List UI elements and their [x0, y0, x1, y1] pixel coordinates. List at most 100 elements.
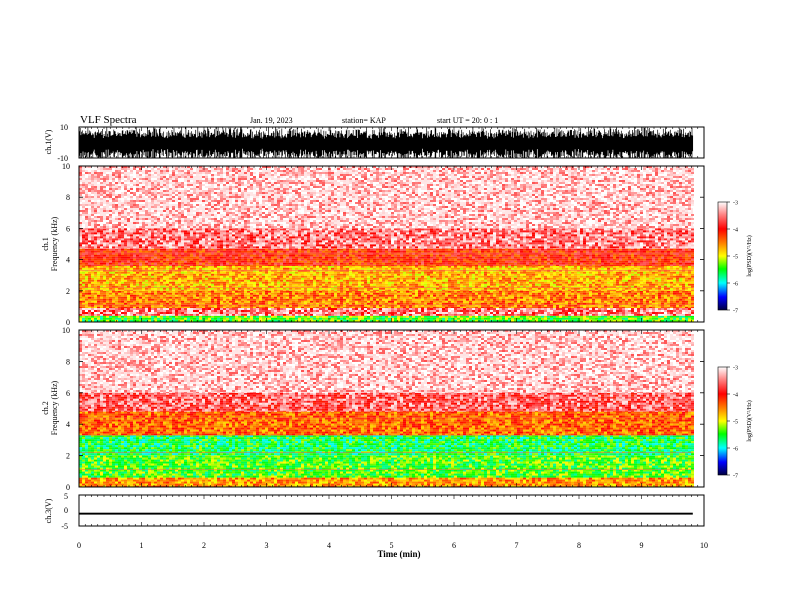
spectrogram-ch1-cell	[451, 291, 454, 293]
spectrogram-ch1-cell	[208, 268, 211, 270]
spectrogram-ch1-cell	[484, 291, 487, 293]
spectrogram-ch1-cell	[160, 307, 163, 308]
spectrogram-ch1-cell	[448, 270, 451, 272]
spectrogram-ch1-cell	[106, 291, 109, 293]
spectrogram-ch1-cell	[580, 272, 583, 274]
spectrogram-ch1-cell	[502, 318, 505, 320]
spectrogram-ch1-cell	[466, 312, 469, 314]
spectrogram-ch1-cell	[409, 272, 412, 274]
spectrogram-ch1-cell	[109, 270, 112, 272]
spectrogram-ch1-cell	[244, 270, 247, 272]
spectrogram-ch1-cell	[670, 318, 673, 320]
spectrogram-ch1-cell	[598, 297, 601, 299]
spectrogram-ch1-cell	[289, 318, 292, 320]
spectrogram-ch1-cell	[256, 266, 259, 268]
spectrogram-ch1-cell	[586, 270, 589, 272]
spectrogram-ch1-cell	[91, 299, 94, 301]
spectrogram-ch1-cell	[316, 297, 319, 299]
spectrogram-ch1-cell	[97, 303, 100, 305]
spectrogram-ch1-cell	[106, 307, 109, 308]
spectrogram-ch1-cell	[532, 318, 535, 320]
spectrogram-ch1-cell	[451, 318, 454, 320]
spectrogram-ch1-cell	[427, 308, 430, 310]
spectrogram-ch1-cell	[160, 276, 163, 278]
spectrogram-ch1-cell	[160, 291, 163, 293]
spectrogram-ch1-cell	[409, 303, 412, 305]
spectrogram-ch1-cell	[283, 307, 286, 308]
spectrogram-ch1-cell	[622, 266, 625, 268]
spectrogram-ch1-cell	[340, 291, 343, 293]
spectrogram-ch1-cell	[604, 297, 607, 299]
spectrogram-ch1-cell	[433, 310, 436, 312]
spectrogram-ch1-cell	[457, 318, 460, 320]
spectrogram-ch1-cell	[91, 276, 94, 278]
spectrogram-ch1-cell	[220, 307, 223, 308]
spectrogram-ch1-cell	[547, 316, 550, 318]
spectrogram-ch1-cell	[397, 308, 400, 310]
spectrogram-ch1-cell	[109, 280, 112, 282]
spectrogram-ch1-cell	[187, 291, 190, 293]
spectrogram-ch1-cell	[586, 272, 589, 274]
spectrogram-ch1-cell	[634, 312, 637, 314]
spectrogram-ch1-cell	[82, 303, 85, 305]
spectrogram-ch1-cell	[190, 314, 193, 316]
spectrogram-ch1-cell	[124, 297, 127, 299]
spectrogram-ch1-cell	[457, 312, 460, 314]
spectrogram-ch1-cell	[493, 307, 496, 308]
spectrogram-ch1-cell	[415, 274, 418, 276]
spectrogram-ch1-cell	[658, 314, 661, 316]
spectrogram-ch1-cell	[247, 276, 250, 278]
spectrogram-ch1-cell	[244, 266, 247, 268]
spectrogram-ch1-cell	[562, 314, 565, 316]
spectrogram-ch1-cell	[346, 308, 349, 310]
spectrogram-ch1-cell	[145, 278, 148, 280]
spectrogram-ch1-cell	[94, 318, 97, 320]
spectrogram-ch1-cell	[304, 280, 307, 282]
spectrogram-ch1-cell	[340, 308, 343, 310]
spectrogram-ch1-cell	[157, 291, 160, 293]
spectrogram-ch1-cell	[523, 274, 526, 276]
spectrogram-ch1-cell	[250, 266, 253, 268]
spectrogram-ch1-cell	[154, 307, 157, 308]
spectrogram-ch1-cell	[379, 301, 382, 303]
spectrogram-ch1-cell	[616, 301, 619, 303]
spectrogram-ch1-cell	[247, 266, 250, 268]
spectrogram-ch1-cell	[574, 310, 577, 312]
spectrogram-ch1-cell	[97, 318, 100, 320]
spectrogram-ch1-cell	[205, 314, 208, 316]
spectrogram-ch1-cell	[136, 314, 139, 316]
spectrogram-ch1-cell	[487, 266, 490, 268]
spectrogram-ch1-cell	[691, 276, 694, 278]
spectrogram-ch1-cell	[403, 274, 406, 276]
spectrogram-ch1-cell	[310, 301, 313, 303]
spectrogram-ch1-cell	[253, 303, 256, 305]
spectrogram-ch1-cell	[472, 266, 475, 268]
spectrogram-ch1-cell	[223, 297, 226, 299]
spectrogram-ch1-cell	[574, 318, 577, 320]
spectrogram-ch1-cell	[295, 307, 298, 308]
spectrogram-ch1-cell	[274, 318, 277, 320]
spectrogram-ch1-cell	[661, 307, 664, 308]
spectrogram-ch1-cell	[214, 316, 217, 318]
spectrogram-ch1-cell	[430, 291, 433, 293]
spectrogram-ch1-cell	[625, 303, 628, 305]
spectrogram-ch1-cell	[214, 305, 217, 307]
spectrogram-ch1-cell	[601, 274, 604, 276]
spectrogram-ch1-cell	[382, 318, 385, 320]
spectrogram-ch1-cell	[280, 278, 283, 280]
spectrogram-ch1-cell	[310, 308, 313, 310]
spectrogram-ch1-cell	[91, 308, 94, 310]
spectrogram-ch1-cell	[523, 312, 526, 314]
spectrogram-ch1-cell	[445, 270, 448, 272]
spectrogram-ch1-cell	[112, 266, 115, 268]
spectrogram-ch1-cell	[283, 301, 286, 303]
spectrogram-ch1-cell	[88, 314, 91, 316]
spectrogram-ch1-cell	[124, 274, 127, 276]
spectrogram-ch1-cell	[130, 318, 133, 320]
spectrogram-ch1-cell	[601, 270, 604, 272]
spectrogram-ch1-cell	[160, 318, 163, 320]
spectrogram-ch1-cell	[400, 293, 403, 295]
spectrogram-ch1-cell	[367, 308, 370, 310]
spectrogram-ch1-cell	[298, 295, 301, 297]
spectrogram-ch1-cell	[136, 291, 139, 293]
